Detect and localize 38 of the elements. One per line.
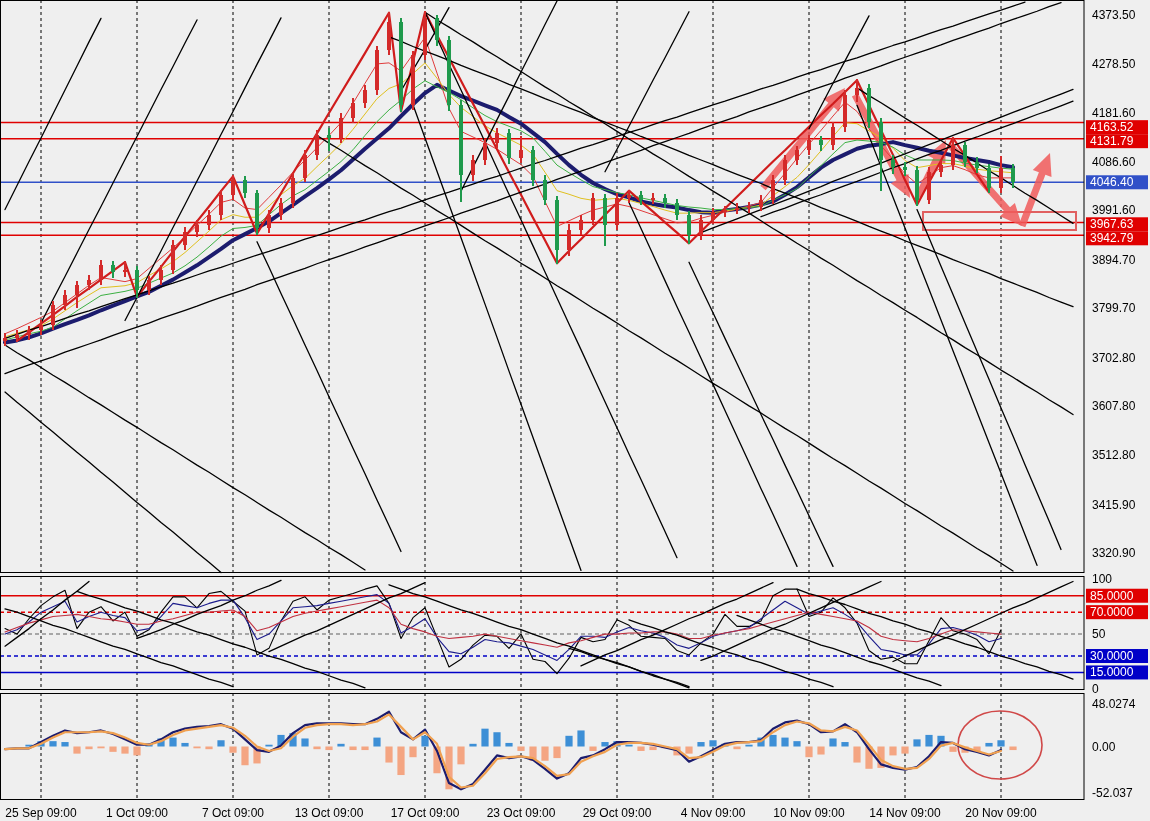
x-tick-label: 29 Oct 09:00 — [582, 806, 652, 820]
y-tick-label: 3894.70 — [1092, 252, 1136, 267]
x-tick-label: 10 Nov 09:00 — [773, 806, 846, 820]
y-tick-label: 4278.50 — [1092, 56, 1136, 71]
ref-line-label: 4131.79 — [1090, 134, 1134, 149]
y-tick-label: 0 — [1092, 681, 1099, 696]
x-tick-label: 7 Oct 09:00 — [201, 806, 265, 820]
ref-line-label: 4163.52 — [1090, 120, 1134, 135]
ref-line-label: 3967.63 — [1090, 217, 1134, 232]
x-tick-label: 14 Nov 09:00 — [869, 806, 942, 820]
y-tick-label: 3799.70 — [1092, 301, 1136, 316]
y-tick-label: 3320.90 — [1092, 546, 1136, 561]
y-tick-label: 48.0274 — [1092, 696, 1136, 711]
x-tick-label: 23 Oct 09:00 — [486, 806, 556, 820]
y-tick-label: 4086.60 — [1092, 154, 1136, 169]
x-tick-label: 13 Oct 09:00 — [294, 806, 364, 820]
y-tick-label: 0.00 — [1092, 739, 1116, 754]
y-tick-label: 4373.50 — [1092, 8, 1136, 23]
x-tick-label: 25 Sep 09:00 — [5, 806, 78, 820]
y-tick-label: 3702.80 — [1092, 350, 1136, 365]
y-tick-label: 4181.60 — [1092, 106, 1136, 121]
ref-line-label: 30.0000 — [1090, 649, 1134, 664]
ref-line-label: 70.0000 — [1090, 605, 1134, 620]
ref-line-label: 3942.79 — [1090, 231, 1134, 246]
x-tick-label: 1 Oct 09:00 — [105, 806, 169, 820]
y-tick-label: 50 — [1092, 627, 1106, 642]
y-tick-label: 3991.60 — [1092, 203, 1136, 218]
x-tick-label: 4 Nov 09:00 — [680, 806, 746, 820]
y-tick-label: 3512.80 — [1092, 448, 1136, 463]
ref-line-label: 4046.40 — [1090, 175, 1134, 190]
ref-line-label: 85.0000 — [1090, 588, 1134, 603]
y-tick-label: 3607.80 — [1092, 399, 1136, 414]
y-tick-label: 3415.90 — [1092, 497, 1136, 512]
y-tick-label: -52.037 — [1092, 785, 1134, 800]
x-tick-label: 20 Nov 09:00 — [965, 806, 1038, 820]
ref-line-label: 15.0000 — [1090, 665, 1134, 680]
y-tick-label: 100 — [1092, 572, 1113, 587]
x-tick-label: 17 Oct 09:00 — [390, 806, 460, 820]
